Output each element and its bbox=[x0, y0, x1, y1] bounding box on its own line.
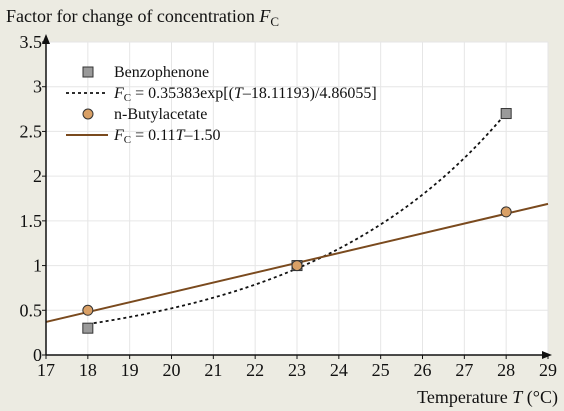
legend-circle-marker bbox=[82, 108, 94, 120]
benzophenone-point bbox=[500, 108, 512, 120]
x-tick-label: 20 bbox=[163, 360, 181, 380]
x-tick-label: 28 bbox=[497, 360, 515, 380]
x-tick-label: 25 bbox=[372, 360, 390, 380]
y-tick-label: 0 bbox=[33, 345, 42, 365]
x-tick-label: 17 bbox=[37, 360, 55, 380]
y-tick-label: 0.5 bbox=[20, 300, 43, 320]
x-tick-label: 24 bbox=[330, 360, 348, 380]
butylacetate-point bbox=[500, 206, 512, 218]
benzophenone-point bbox=[82, 322, 94, 334]
x-tick-label: 21 bbox=[204, 360, 222, 380]
y-tick-label: 3 bbox=[33, 77, 42, 97]
x-axis-title: Temperature T (°C) bbox=[417, 387, 558, 408]
x-tick-label: 19 bbox=[121, 360, 139, 380]
butylacetate-point bbox=[82, 304, 94, 316]
x-tick-label: 22 bbox=[246, 360, 264, 380]
legend-label: n-Butylacetate bbox=[114, 106, 207, 123]
legend-label: Benzophenone bbox=[114, 64, 209, 81]
x-axis-arrow bbox=[542, 351, 552, 359]
y-axis-title: Factor for change of concentration FC bbox=[6, 6, 279, 29]
butylacetate-point bbox=[291, 260, 303, 272]
legend-square-marker bbox=[82, 66, 94, 78]
x-tick-label: 23 bbox=[288, 360, 306, 380]
x-tick-label: 27 bbox=[455, 360, 473, 380]
y-tick-label: 1.5 bbox=[20, 211, 43, 231]
legend-label: FC = 0.35383exp[(T–18.11193)/4.86055] bbox=[113, 85, 377, 104]
legend-label: FC = 0.11T–1.50 bbox=[113, 127, 220, 146]
y-tick-label: 2.5 bbox=[20, 121, 43, 141]
y-tick-label: 1 bbox=[33, 256, 42, 276]
y-tick-label: 2 bbox=[33, 166, 42, 186]
x-tick-label: 29 bbox=[539, 360, 557, 380]
y-tick-label: 3.5 bbox=[20, 32, 43, 52]
x-tick-label: 18 bbox=[79, 360, 97, 380]
x-tick-label: 26 bbox=[414, 360, 432, 380]
